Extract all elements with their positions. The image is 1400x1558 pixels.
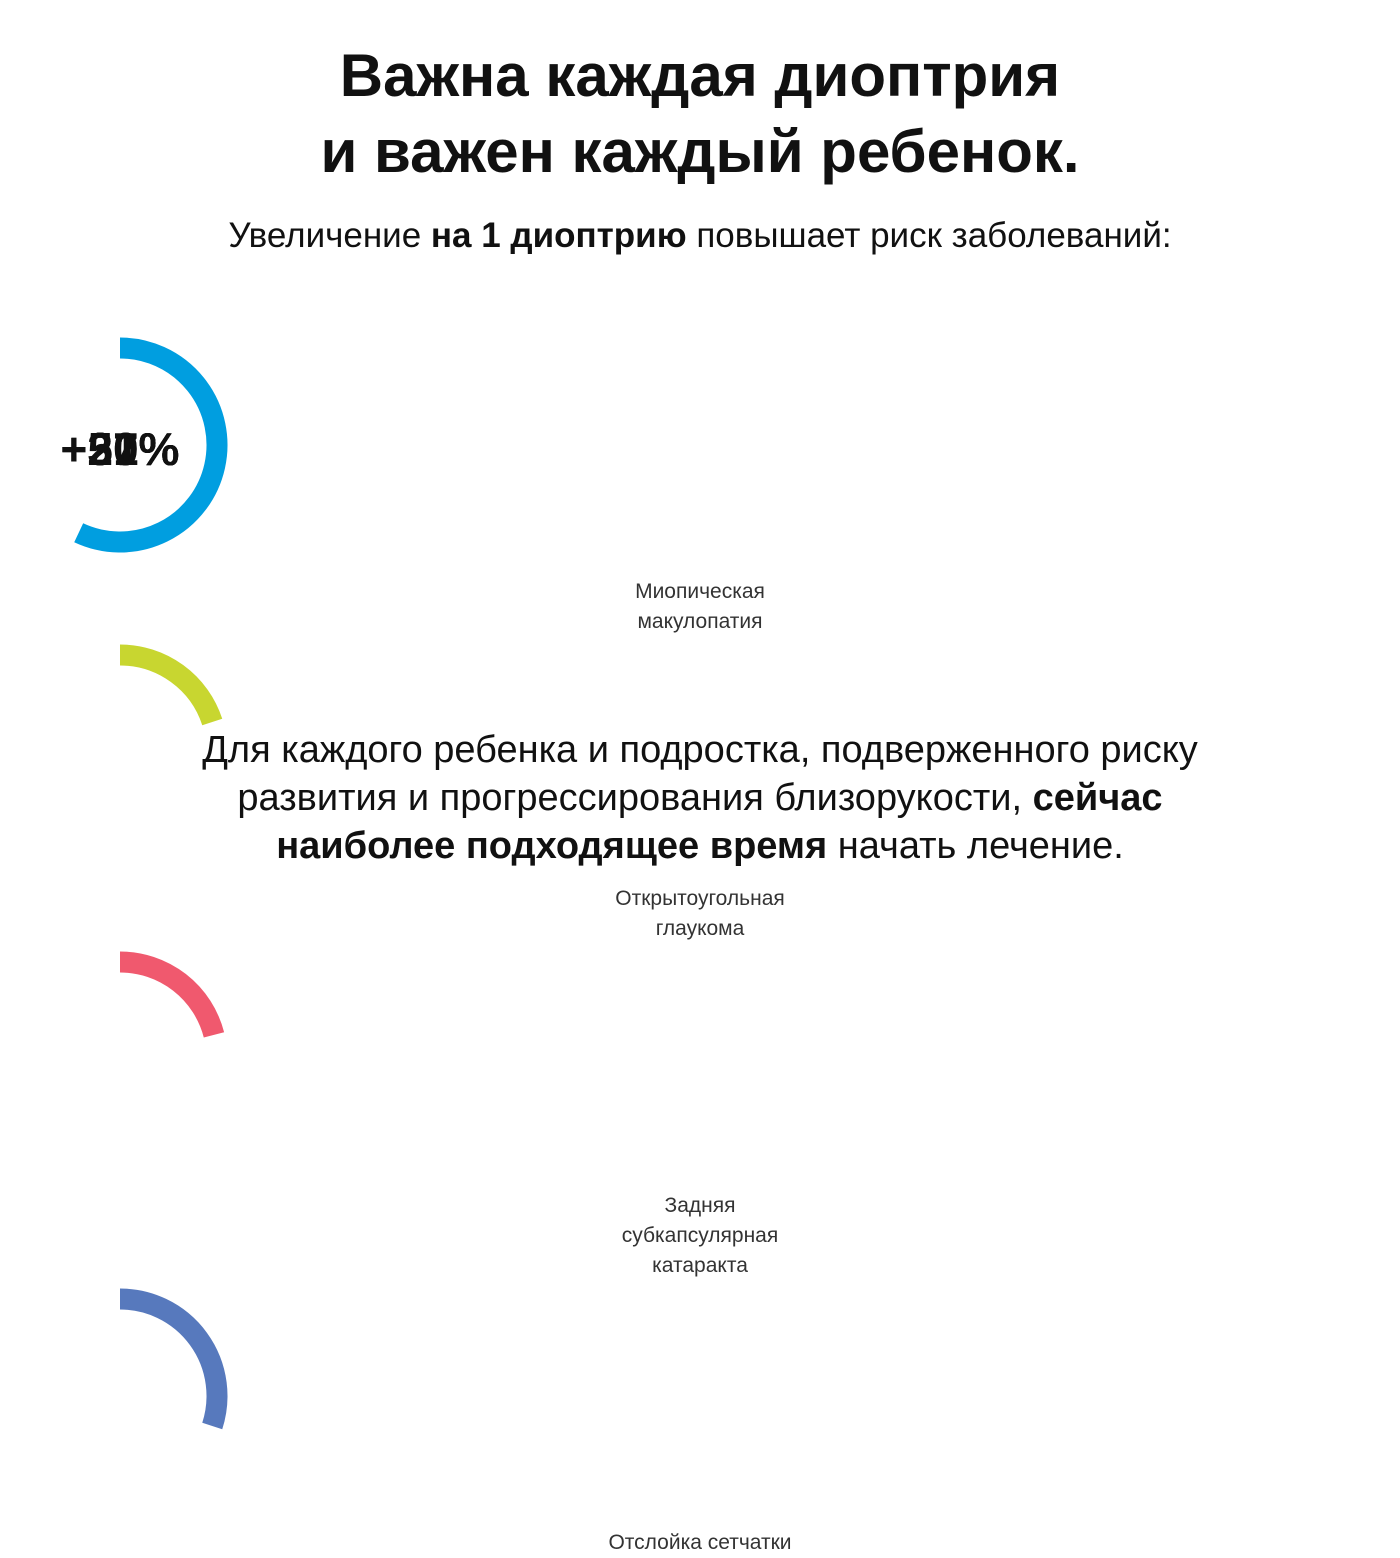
category-label: Отслойка сетчатки <box>608 1531 792 1554</box>
gauge-svg <box>119 1288 228 1430</box>
arc <box>119 951 225 1038</box>
title-line: Важна каждая диоптрия <box>339 42 1061 109</box>
footer: Для каждого ребенка и подростка, подверж… <box>185 726 1215 870</box>
text: Увеличение <box>228 216 431 255</box>
title: Важна каждая диоптрия и важен каждый реб… <box>0 38 1400 190</box>
value-label: +57% <box>60 423 180 475</box>
value-label: +20% <box>60 423 180 475</box>
title-line: и важен каждый ребенок. <box>320 118 1080 185</box>
gauge: +21% Задняя субкапсулярная катаракта <box>0 423 1400 1281</box>
arc <box>119 1288 228 1430</box>
arc <box>119 644 223 726</box>
category-label: Миопическая макулопатия <box>635 580 765 633</box>
gauge-svg <box>119 951 225 1038</box>
category-label: Открытоугольная глаукома <box>615 887 785 940</box>
subtitle: Увеличение на 1 диоптрию повышает риск з… <box>0 216 1400 256</box>
gauges: +57% Миопическая макулопатия +20% Открытоуг… <box>0 330 1400 1554</box>
value-label: +30% <box>60 423 180 475</box>
text: начать лечение. <box>827 825 1124 867</box>
gauge: +30% Отслойка сетчатки <box>0 423 1400 1558</box>
bold-text: сейчас наиболее подходящее время <box>276 777 1163 867</box>
category-label: Задняя субкапсулярная катаракта <box>621 1194 779 1277</box>
arc <box>74 337 228 553</box>
gauge: +57% Миопическая макулопатия <box>0 330 1400 637</box>
text: повышает риск заболеваний: <box>686 216 1172 255</box>
text: Для каждого ребенка и подростка, подверж… <box>202 729 1198 819</box>
page: Важна каждая диоптрия и важен каждый реб… <box>0 38 1400 1554</box>
value-label: +21% <box>60 423 180 475</box>
gauge-svg <box>119 644 223 726</box>
bold-text: на 1 диоптрию <box>430 216 687 255</box>
gauge-svg <box>74 337 228 553</box>
